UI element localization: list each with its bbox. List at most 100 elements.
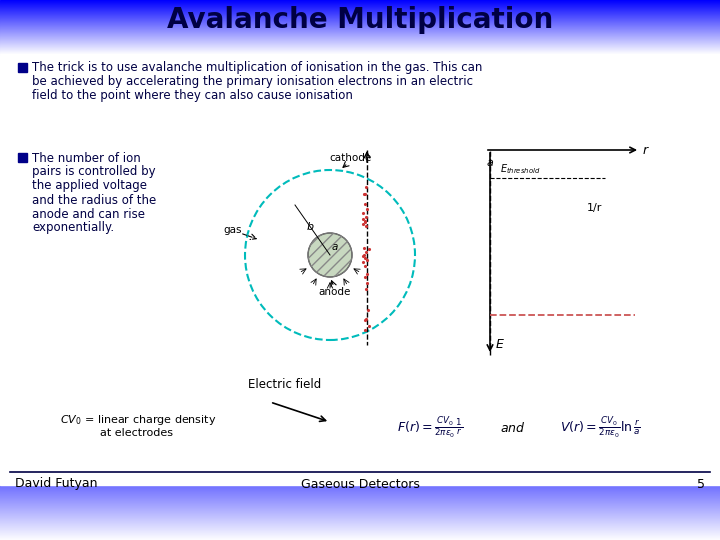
Bar — [0, 525, 720, 526]
Text: Avalanche Multiplication: Avalanche Multiplication — [167, 6, 553, 34]
Bar — [0, 489, 720, 490]
Bar — [0, 8, 720, 9]
Bar — [0, 32, 720, 33]
Bar — [0, 48, 720, 49]
Text: $F(r) = \frac{CV_0}{2\pi\varepsilon_0}\frac{1}{r}$: $F(r) = \frac{CV_0}{2\pi\varepsilon_0}\f… — [397, 416, 463, 441]
Bar — [0, 487, 720, 488]
Bar — [0, 43, 720, 44]
Bar — [0, 52, 720, 53]
Bar — [0, 505, 720, 506]
Bar — [0, 511, 720, 512]
Text: $and$: $and$ — [500, 421, 526, 435]
Text: E: E — [496, 338, 504, 351]
Bar — [0, 14, 720, 15]
Bar — [0, 491, 720, 492]
Text: 5: 5 — [697, 477, 705, 490]
Bar — [0, 11, 720, 12]
Text: at electrodes: at electrodes — [100, 428, 173, 438]
Bar — [0, 47, 720, 48]
Bar — [0, 10, 720, 11]
Text: the applied voltage: the applied voltage — [32, 179, 147, 192]
Bar — [0, 41, 720, 42]
Bar — [0, 514, 720, 515]
Bar — [0, 33, 720, 34]
Bar — [0, 495, 720, 496]
Text: a: a — [332, 242, 338, 252]
Bar — [0, 531, 720, 532]
Bar — [0, 29, 720, 30]
Bar — [0, 12, 720, 13]
Bar — [0, 503, 720, 504]
Bar — [0, 35, 720, 36]
Bar — [0, 524, 720, 525]
Bar — [0, 2, 720, 3]
Bar — [0, 481, 720, 482]
Bar — [0, 42, 720, 43]
Bar — [0, 34, 720, 35]
Bar — [0, 23, 720, 24]
Bar — [0, 16, 720, 17]
Text: b: b — [307, 222, 314, 232]
Bar — [0, 480, 720, 481]
Bar — [0, 27, 720, 28]
Bar — [0, 53, 720, 54]
Text: anode: anode — [319, 287, 351, 297]
Text: gas: gas — [224, 225, 242, 235]
Bar — [0, 516, 720, 517]
Bar — [0, 483, 720, 484]
Bar — [0, 532, 720, 533]
Bar — [0, 38, 720, 39]
Bar — [0, 45, 720, 46]
Bar — [0, 31, 720, 32]
Text: anode and can rise: anode and can rise — [32, 207, 145, 220]
Bar — [0, 20, 720, 21]
Text: The number of ion: The number of ion — [32, 152, 140, 165]
Bar — [0, 520, 720, 521]
Bar — [0, 484, 720, 485]
Text: exponentially.: exponentially. — [32, 221, 114, 234]
Bar — [0, 49, 720, 50]
Bar — [0, 5, 720, 6]
Bar — [0, 9, 720, 10]
Bar — [0, 46, 720, 47]
Bar — [0, 490, 720, 491]
Bar — [0, 54, 720, 55]
Text: Gaseous Detectors: Gaseous Detectors — [300, 477, 420, 490]
Text: a: a — [487, 158, 493, 168]
Bar — [0, 37, 720, 38]
Bar — [0, 528, 720, 529]
Text: The trick is to use avalanche multiplication of ionisation in the gas. This can: The trick is to use avalanche multiplica… — [32, 62, 482, 75]
Bar — [0, 13, 720, 14]
Bar — [0, 529, 720, 530]
Bar — [0, 509, 720, 510]
Bar — [0, 494, 720, 495]
Bar — [0, 24, 720, 25]
Bar — [0, 22, 720, 23]
Bar — [0, 51, 720, 52]
Bar — [0, 488, 720, 489]
Bar — [0, 26, 720, 27]
Bar — [0, 521, 720, 522]
Bar — [0, 39, 720, 40]
Text: and the radius of the: and the radius of the — [32, 193, 156, 206]
Bar — [0, 510, 720, 511]
Text: $CV_0$ = linear charge density: $CV_0$ = linear charge density — [60, 413, 217, 427]
Text: r: r — [643, 144, 648, 157]
Bar — [0, 501, 720, 502]
Text: David Futyan: David Futyan — [15, 477, 97, 490]
Bar — [0, 523, 720, 524]
Bar — [0, 500, 720, 501]
Bar — [0, 534, 720, 535]
Bar — [0, 507, 720, 508]
Bar — [0, 497, 720, 498]
Bar — [0, 519, 720, 520]
Bar — [0, 3, 720, 4]
Bar — [0, 515, 720, 516]
Bar — [0, 492, 720, 493]
Bar — [0, 482, 720, 483]
Bar — [0, 1, 720, 2]
Bar — [0, 6, 720, 7]
Bar — [0, 537, 720, 538]
Bar — [18, 153, 27, 162]
Circle shape — [308, 233, 352, 277]
